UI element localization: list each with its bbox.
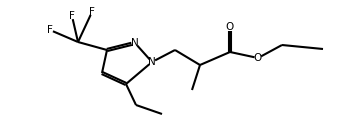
Text: F: F	[47, 25, 53, 35]
Text: F: F	[69, 11, 75, 21]
Text: O: O	[226, 22, 234, 32]
Text: N: N	[131, 38, 139, 48]
Text: F: F	[89, 7, 95, 17]
Text: N: N	[148, 57, 156, 67]
Text: O: O	[254, 53, 262, 63]
